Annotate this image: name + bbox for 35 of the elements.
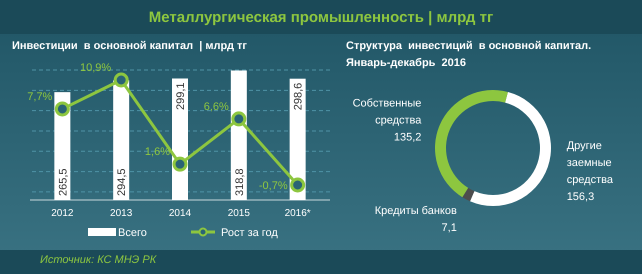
point — [231, 111, 246, 126]
chart-title: Металлургическая промышленность | млрд тг — [148, 9, 494, 26]
slice-label: Кредиты банков — [374, 205, 457, 217]
chart-subtitle: Инвестиции в основной капитал | млрд тг — [12, 40, 248, 52]
data-label: 10,9% — [80, 62, 112, 74]
data-label: 7,7% — [27, 90, 53, 103]
donut-slice — [462, 188, 474, 202]
data-label: 156,3 — [566, 190, 594, 203]
chart-title: Структура инвестиций в основной капитал. Январь-декабрь 2016 — [346, 40, 592, 69]
legend-label: Всего — [118, 227, 147, 239]
data-label: 298,6 — [292, 82, 305, 110]
data-label: 294,5 — [116, 168, 128, 196]
data-label: 135,2 — [394, 132, 422, 144]
legend-label: Рост за год — [221, 227, 278, 239]
slice-label: Другие заемные средства — [566, 140, 614, 186]
point — [54, 101, 70, 116]
data-label: 7,1 — [442, 222, 457, 234]
donut-slice — [470, 92, 551, 206]
data-label: 1,6% — [144, 146, 170, 158]
data-label: 265,5 — [57, 168, 70, 196]
point — [290, 178, 306, 192]
x-tick-label: 2015 — [228, 208, 250, 219]
data-label: -0,7% — [258, 180, 288, 192]
x-tick-label: 2013 — [110, 208, 133, 219]
point — [172, 156, 188, 172]
data-label: 299,1 — [175, 82, 187, 110]
x-tick-label: 2014 — [168, 208, 192, 219]
point — [114, 72, 129, 88]
x-tick-label: 2012 — [51, 208, 74, 219]
text: Источник: КС МНЭ РК — [40, 254, 157, 266]
data-label: 318,8 — [234, 168, 246, 196]
data-label: 6,6% — [204, 100, 230, 113]
x-tick-label: 2016* — [284, 208, 311, 219]
donut-slice — [435, 90, 508, 198]
slice-label: Собственные средства — [352, 98, 422, 127]
